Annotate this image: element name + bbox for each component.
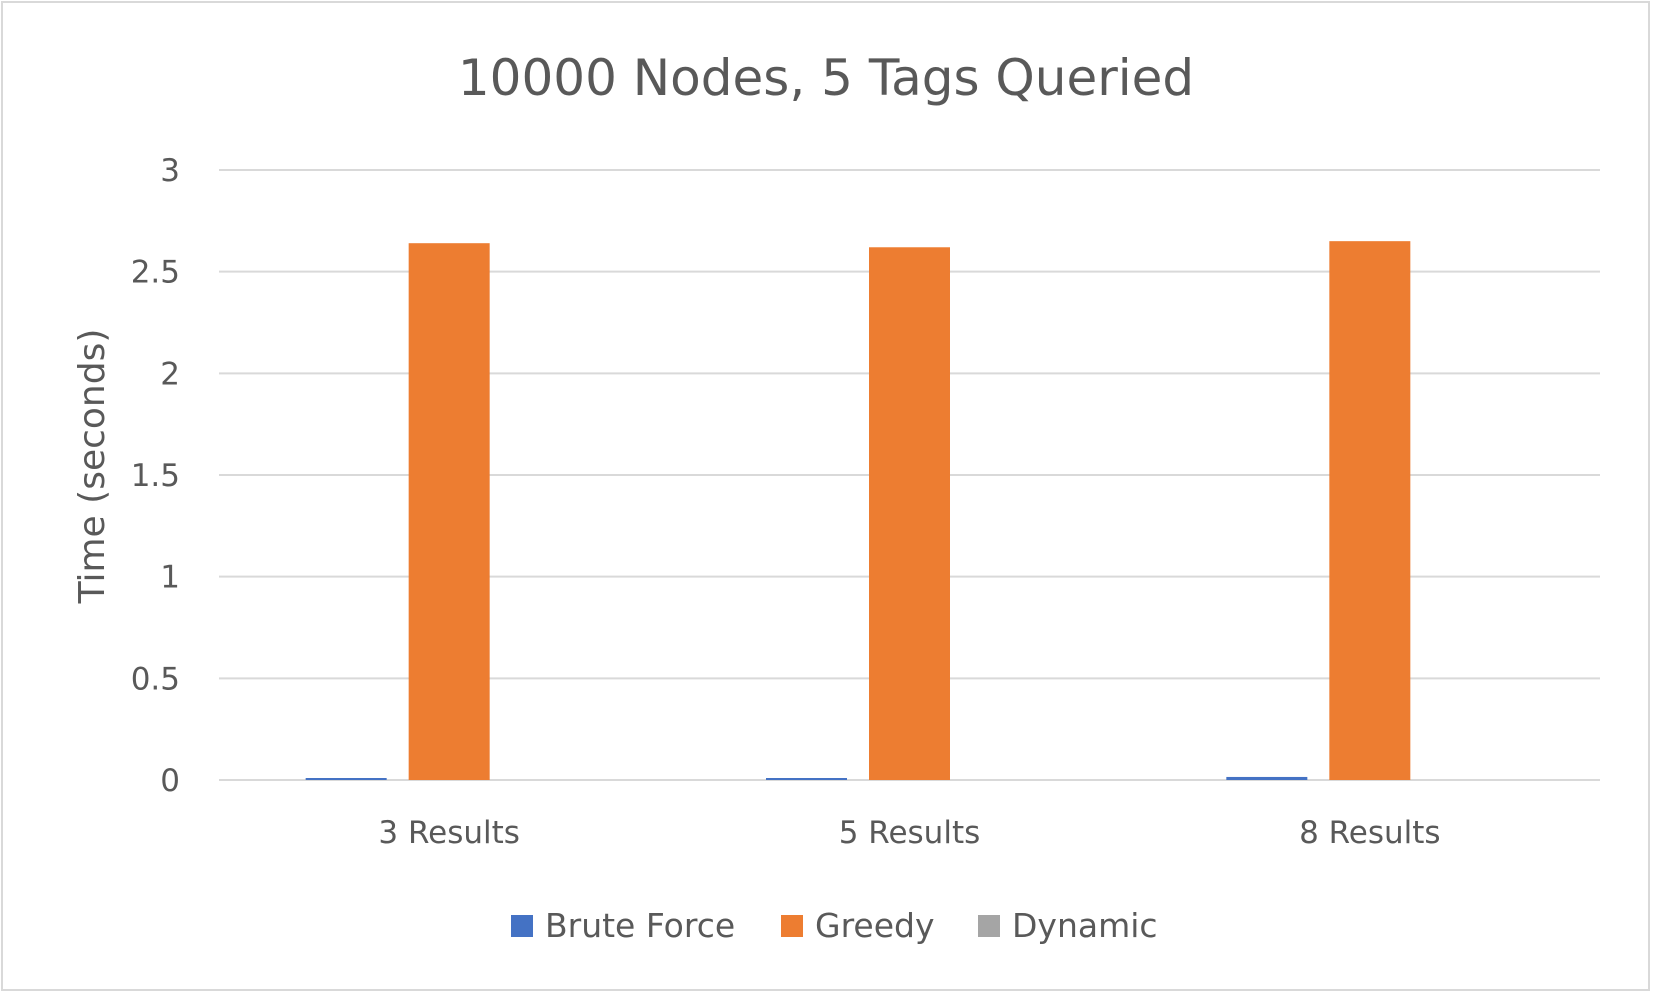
- y-tick-label: 0: [160, 763, 180, 799]
- bar-greedy-1: [408, 243, 490, 780]
- y-tick-label: 0.5: [131, 661, 180, 697]
- x-tick-label: 5 Results: [839, 815, 981, 851]
- legend-swatch: [511, 915, 533, 937]
- y-tick-label: 2: [160, 356, 180, 392]
- legend-swatch: [978, 915, 1000, 937]
- y-axis-ticks: 0 0.5 1 1.5 2 2.5 3: [131, 153, 180, 799]
- bar-brute-force-3: [1226, 776, 1308, 780]
- legend-label: Brute Force: [545, 906, 735, 945]
- bar-brute-force-1: [305, 778, 387, 780]
- x-tick-label: 8 Results: [1299, 815, 1441, 851]
- y-tick-label: 1: [160, 560, 180, 596]
- y-axis-title: Time (seconds): [72, 329, 113, 605]
- y-tick-label: 2.5: [131, 255, 180, 291]
- legend: Brute Force Greedy Dynamic: [511, 906, 1158, 945]
- legend-label: Dynamic: [1012, 906, 1158, 945]
- legend-label: Greedy: [815, 906, 935, 945]
- x-axis-ticks: 3 Results 5 Results 8 Results: [378, 815, 1440, 851]
- bars: [305, 241, 1411, 780]
- legend-swatch: [781, 915, 803, 937]
- bar-brute-force-2: [766, 778, 847, 780]
- chart-title: 10000 Nodes, 5 Tags Queried: [458, 49, 1194, 107]
- bar-greedy-2: [869, 247, 950, 780]
- y-tick-label: 1.5: [131, 458, 180, 494]
- bar-greedy-3: [1329, 241, 1411, 780]
- y-tick-label: 3: [160, 153, 180, 189]
- x-tick-label: 3 Results: [378, 815, 520, 851]
